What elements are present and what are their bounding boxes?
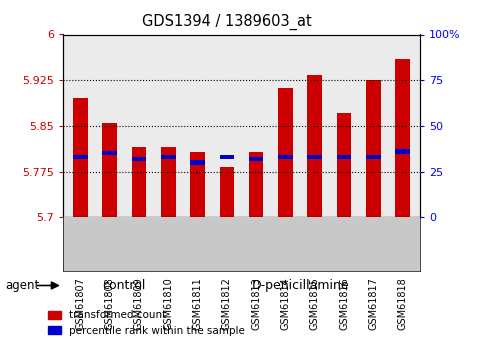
Bar	[190, 151, 205, 217]
Bar	[278, 88, 293, 217]
Bar	[161, 155, 176, 159]
Bar	[307, 155, 322, 159]
Bar	[249, 151, 263, 217]
Text: agent: agent	[5, 279, 39, 292]
Bar	[161, 147, 176, 217]
Bar	[395, 149, 410, 154]
Bar	[132, 147, 146, 217]
Bar	[307, 75, 322, 217]
Bar	[73, 155, 88, 159]
Text: control: control	[102, 279, 146, 292]
Bar	[395, 59, 410, 217]
Bar	[366, 80, 381, 217]
Bar	[220, 155, 234, 159]
Bar	[132, 157, 146, 161]
Bar	[220, 167, 234, 217]
Bar	[337, 155, 351, 159]
Text: GDS1394 / 1389603_at: GDS1394 / 1389603_at	[142, 14, 312, 30]
Bar	[73, 98, 88, 217]
Bar	[337, 112, 351, 217]
Bar	[190, 160, 205, 165]
Bar	[249, 157, 263, 161]
Bar	[366, 155, 381, 159]
Bar	[102, 123, 117, 217]
Legend: transformed count, percentile rank within the sample: transformed count, percentile rank withi…	[44, 306, 249, 340]
Bar	[278, 155, 293, 159]
Text: D-penicillamine: D-penicillamine	[251, 279, 349, 292]
Bar	[102, 151, 117, 156]
